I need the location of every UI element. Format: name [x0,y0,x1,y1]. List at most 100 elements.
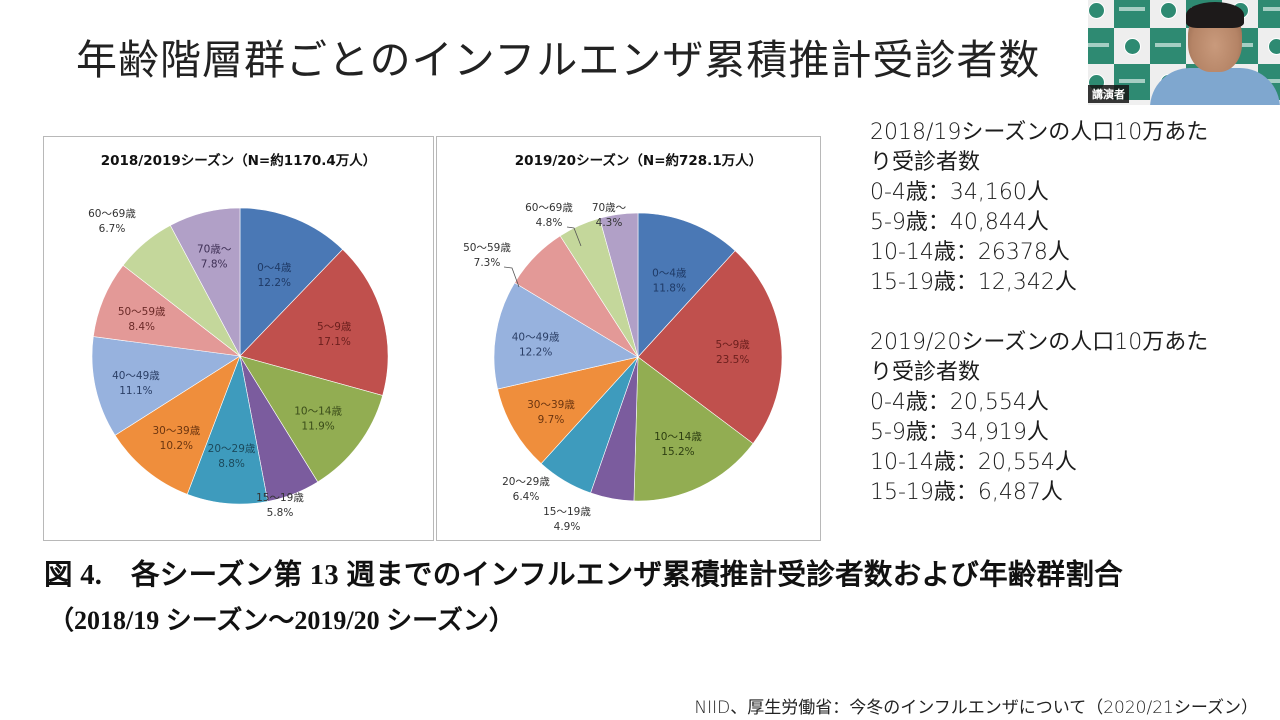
slice-category-label: 50～59歳 [463,242,511,254]
slice-category-label: 30～39歳 [527,399,575,411]
slice-category-label: 0～4歳 [257,262,292,274]
slice-category-label: 70歳～ [592,202,627,214]
slice-category-label: 0～4歳 [652,267,687,279]
stats-2019-20: 2019/20シーズンの人口10万あた り受診者数 0-4歳：20,554人 5… [870,328,1208,508]
pie-slice [599,212,639,358]
pie-chart-2019-20: 2019/20シーズン（N=約728.1万人） 0～4歳 11.8% 5～9歳 23.… [436,136,821,541]
pie-chart-2018-19: 2018/2019シーズン（N=約1170.4万人） 0～4歳 12.2% 5～9歳… [43,136,434,541]
backdrop-logo-icon [1263,79,1280,83]
slice-value-label: 11.9% [301,421,334,433]
leader-line [503,266,520,288]
stats-row: 5-9歳：40,844人 [870,210,1049,235]
backdrop-logo-icon [1268,38,1280,55]
slice-value-label: 10.2% [160,440,193,452]
slice-category-label: 15～19歳 [543,506,591,518]
slice-category-label: 15～19歳 [256,492,304,504]
pie-slice [239,207,344,357]
stats-heading: 2018/19シーズンの人口10万あた [870,120,1209,145]
slice-value-label: 4.8% [536,217,563,229]
stats-row: 10-14歳：26378人 [870,240,1070,265]
pie-slice [637,212,736,358]
slice-value-label: 7.8% [201,259,228,271]
slice-value-label: 6.4% [513,491,540,503]
speaker-body [1150,68,1280,105]
backdrop-tile [1150,0,1186,28]
pie-svg-2018-19: 0～4歳 12.2% 5～9歳 17.1% 10～14歳 11.9% 15～19歳 5.8% 2… [88,207,389,519]
stats-row: 0-4歳：20,554人 [870,390,1049,415]
slice-value-label: 8.8% [218,458,245,470]
slice-value-label: 6.7% [99,223,126,235]
stats-row: 15-19歳：12,342人 [870,270,1077,295]
slice-value-label: 23.5% [716,354,749,366]
figure-subcaption: （2018/19 シーズン～2019/20 シーズン） [48,606,515,635]
backdrop-logo-icon [1263,7,1280,11]
slice-value-label: 4.9% [554,521,581,533]
slice-value-label: 4.3% [596,217,623,229]
pie-slice [114,355,241,495]
speaker-badge: 講演者 [1088,85,1129,103]
backdrop-logo-icon [1088,2,1105,19]
slice-category-label: 20～29歳 [502,476,550,488]
slice-value-label: 15.2% [661,446,694,458]
backdrop-tile [1088,0,1114,28]
pie-slice [91,336,241,436]
slice-value-label: 11.1% [119,385,152,397]
stats-heading: 2019/20シーズンの人口10万あた [870,330,1209,355]
slice-category-label: 40～49歳 [512,332,560,344]
slice-value-label: 7.3% [474,257,501,269]
leader-line [566,226,582,247]
stats-row: 10-14歳：20,554人 [870,450,1077,475]
stats-heading-cont: り受診者数 [870,150,981,175]
slice-value-label: 8.4% [128,321,155,333]
slice-value-label: 12.2% [258,277,291,289]
chart-title: 2018/2019シーズン（N=約1170.4万人） [100,153,377,169]
slice-category-label: 5～9歳 [317,321,352,333]
slice-value-label: 11.8% [653,282,686,294]
stats-row: 15-19歳：6,487人 [870,480,1063,505]
figure-caption: 図 4. 各シーズン第 13 週までのインフルエンザ累積推計受診者数および年齢群… [44,560,1124,591]
slice-value-label: 12.2% [519,347,552,359]
backdrop-tile [1114,0,1150,28]
slice-value-label: 5.8% [267,507,294,519]
speaker-webcam-video[interactable]: 講演者 [1088,0,1280,105]
slice-category-label: 40～49歳 [112,370,160,382]
backdrop-logo-icon [1155,43,1181,47]
speaker-hair [1186,2,1244,28]
stats-row: 0-4歳：34,160人 [870,180,1049,205]
backdrop-tile [1088,28,1114,64]
backdrop-logo-icon [1124,38,1141,55]
pie-slice [637,250,783,444]
pie-slice [169,207,241,357]
slice-category-label: 60～69歳 [88,208,136,220]
backdrop-tile [1114,28,1150,64]
slice-category-label: 10～14歳 [654,431,702,443]
stats-2018-19: 2018/19シーズンの人口10万あた り受診者数 0-4歳：34,160人 5… [870,118,1208,298]
pie-slice [186,354,269,505]
backdrop-logo-icon [1088,43,1109,47]
stats-row: 5-9歳：34,919人 [870,420,1049,445]
slice-category-label: 60～69歳 [525,202,573,214]
slice-category-label: 5～9歳 [715,339,750,351]
slice-value-label: 17.1% [318,336,351,348]
backdrop-logo-icon [1119,7,1145,11]
source-note: NIID、厚生労働省：今冬のインフルエンザについて（2020/21シーズン） [694,698,1258,718]
pie-slice [493,282,639,390]
backdrop-logo-icon [1119,79,1145,83]
backdrop-tile [1258,0,1280,28]
slice-category-label: 30～39歳 [152,425,200,437]
backdrop-tile [1150,28,1186,64]
backdrop-logo-icon [1160,2,1177,19]
slice-category-label: 50～59歳 [118,306,166,318]
chart-title: 2019/20シーズン（N=約728.1万人） [514,153,763,169]
pie-svg-2019-20: 0～4歳 11.8% 5～9歳 23.5% 10～14歳 15.2% 15～19歳 4.9% 2… [463,202,783,533]
pie-slice [497,356,639,465]
pie-slice [239,355,383,483]
slice-value-label: 9.7% [538,414,565,426]
stats-heading-cont: り受診者数 [870,360,981,385]
pie-slice [633,356,754,502]
backdrop-tile [1258,28,1280,64]
slice-category-label: 70歳～ [197,244,232,256]
slide-title: 年齢階層群ごとのインフルエンザ累積推計受診者数 [76,36,1041,84]
pie-slice [239,248,389,396]
slice-category-label: 10～14歳 [294,406,342,418]
